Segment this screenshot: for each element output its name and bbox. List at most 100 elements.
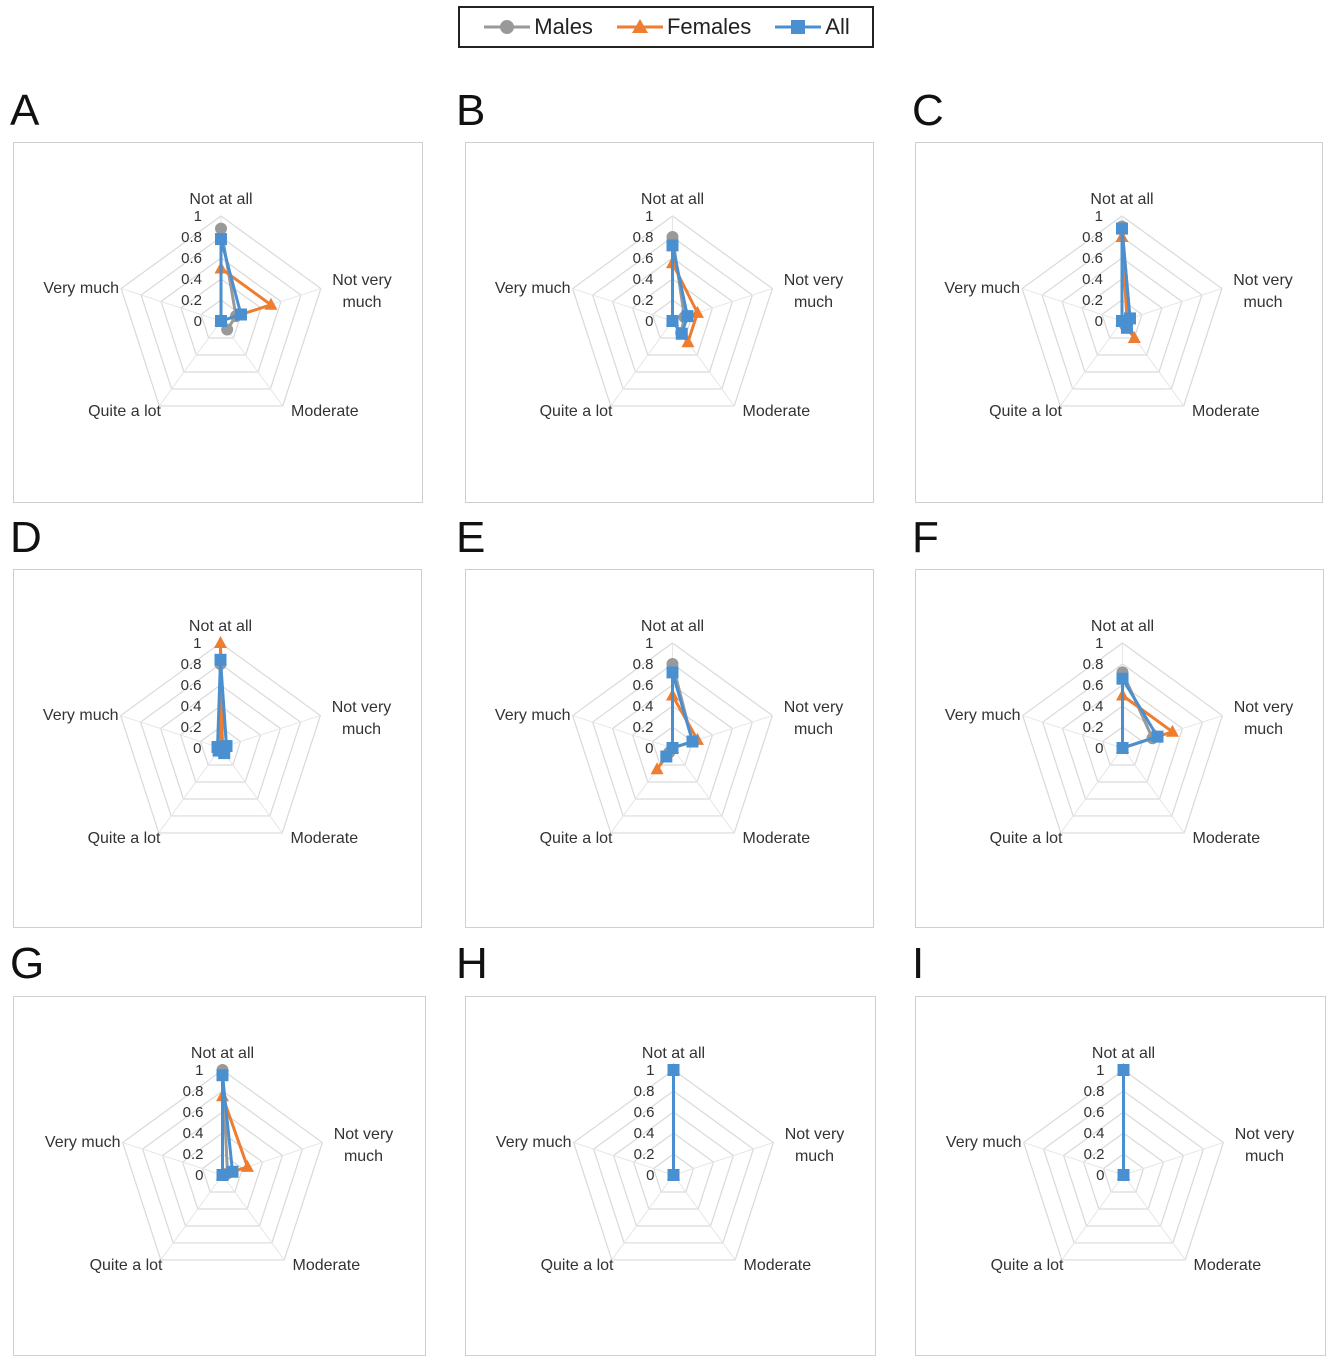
axis-label: Quite a lot bbox=[88, 830, 161, 847]
tick-label: 0.2 bbox=[1082, 292, 1103, 309]
grid-spoke bbox=[1060, 747, 1123, 834]
grid-ring bbox=[611, 257, 734, 373]
data-point-all bbox=[1116, 672, 1129, 685]
data-point-all bbox=[215, 315, 227, 327]
axis-label: Quite a lot bbox=[540, 830, 613, 847]
tick-label: 0.2 bbox=[633, 292, 654, 309]
grid-ring bbox=[571, 642, 774, 834]
axis-label: Not at all bbox=[191, 1045, 254, 1062]
panel-letter-f: F bbox=[912, 513, 939, 562]
axis-label: Not at all bbox=[1091, 618, 1154, 635]
data-point-females bbox=[1165, 724, 1179, 737]
tick-label: 0.8 bbox=[183, 1083, 204, 1100]
grid-ring bbox=[631, 278, 714, 356]
tick-label: 0.8 bbox=[1083, 656, 1104, 673]
tick-label: 0.2 bbox=[183, 1146, 204, 1163]
grid-spoke bbox=[572, 715, 673, 749]
grid-ring bbox=[120, 215, 322, 407]
tick-label: 0 bbox=[193, 740, 201, 757]
axis-label: Not very much bbox=[1235, 1126, 1295, 1165]
tick-label: 1 bbox=[193, 635, 201, 652]
tick-label: 1 bbox=[646, 1062, 654, 1079]
grid-ring bbox=[1061, 257, 1183, 373]
legend-swatch-females bbox=[616, 19, 663, 33]
grid-spoke bbox=[1022, 715, 1123, 749]
axis-label: Not at all bbox=[641, 618, 704, 635]
axis-label: Not very much bbox=[1234, 699, 1294, 738]
grid-ring bbox=[572, 1069, 775, 1261]
legend-swatch-males bbox=[484, 20, 531, 34]
tick-label: 0.6 bbox=[181, 677, 202, 694]
grid-ring bbox=[631, 705, 714, 783]
tick-label: 0.4 bbox=[181, 698, 202, 715]
data-point-all bbox=[1117, 1064, 1130, 1076]
data-point-all bbox=[666, 315, 679, 327]
axis-label: Moderate bbox=[744, 1257, 812, 1274]
grid-spoke bbox=[672, 747, 735, 834]
series-line-all bbox=[219, 237, 243, 323]
tick-label: 0.4 bbox=[183, 1125, 204, 1142]
tick-label: 0 bbox=[194, 313, 202, 330]
data-point-all bbox=[681, 310, 694, 323]
tick-label: 0.8 bbox=[633, 229, 654, 246]
panel-letter-i: I bbox=[912, 939, 925, 988]
tick-label: 0.8 bbox=[181, 229, 202, 246]
grid-ring bbox=[571, 215, 774, 407]
axis-label: Not very much bbox=[784, 272, 844, 311]
grid-spoke bbox=[1123, 1174, 1186, 1261]
tick-label: 0.2 bbox=[1084, 1146, 1105, 1163]
axis-label: Very much bbox=[944, 280, 1020, 297]
axis-label: Not very much bbox=[785, 1126, 845, 1165]
axis-label: Quite a lot bbox=[540, 403, 613, 420]
tick-label: 1 bbox=[645, 208, 653, 225]
data-point-all bbox=[675, 327, 688, 340]
grid-ring bbox=[181, 1132, 264, 1210]
data-point-all bbox=[666, 742, 679, 754]
tick-label: 0.2 bbox=[1083, 719, 1104, 736]
grid-ring bbox=[141, 1090, 304, 1244]
grid-ring bbox=[591, 663, 754, 817]
radar-chart-d: 0 0.2 0.4 0.6 0.8 1 Not at all Not very much Mode… bbox=[13, 569, 422, 928]
tick-label: 0 bbox=[645, 740, 653, 757]
grid-spoke bbox=[158, 320, 222, 407]
radar-chart-b: 0 0.2 0.4 0.6 0.8 1 Not at all Not very much Mode… bbox=[465, 142, 874, 503]
grid-spoke bbox=[610, 320, 673, 407]
radar-chart-i: 0 0.2 0.4 0.6 0.8 1 Not at all Not very much Mode… bbox=[915, 996, 1326, 1356]
radar-chart-a: 0 0.2 0.4 0.6 0.8 1 Not at all Not very much Mode… bbox=[13, 142, 423, 503]
axis-label: Very much bbox=[43, 707, 119, 724]
panel-letter-b: B bbox=[456, 86, 486, 135]
tick-label: 0.4 bbox=[1083, 698, 1104, 715]
grid-spoke bbox=[220, 320, 284, 407]
data-point-all bbox=[1117, 1169, 1130, 1181]
tick-label: 0.6 bbox=[181, 250, 202, 267]
grid-ring bbox=[652, 1153, 695, 1193]
grid-spoke bbox=[573, 1142, 674, 1176]
grid-ring bbox=[121, 1069, 324, 1261]
axis-label: Not very much bbox=[332, 699, 392, 738]
grid-ring bbox=[1021, 642, 1224, 834]
data-point-all bbox=[234, 308, 247, 321]
axis-label: Not at all bbox=[1092, 1045, 1155, 1062]
series-line-all bbox=[1121, 677, 1159, 750]
grid-ring bbox=[1041, 236, 1203, 390]
axis-label: Quite a lot bbox=[991, 1257, 1064, 1274]
grid-ring bbox=[1021, 215, 1223, 407]
tick-label: 0.6 bbox=[634, 1104, 655, 1121]
grid-spoke bbox=[611, 1174, 674, 1261]
axis-label: Very much bbox=[496, 1134, 572, 1151]
grid-ring bbox=[179, 705, 262, 783]
tick-label: 1 bbox=[194, 208, 202, 225]
grid-ring bbox=[1081, 705, 1164, 783]
axis-label: Quite a lot bbox=[990, 830, 1063, 847]
grid-ring bbox=[1101, 299, 1143, 339]
tick-label: 0.6 bbox=[1084, 1104, 1105, 1121]
panel-letter-g: G bbox=[10, 939, 45, 988]
panel-letter-h: H bbox=[456, 939, 488, 988]
grid-spoke bbox=[120, 715, 221, 749]
axis-label: Very much bbox=[945, 707, 1021, 724]
